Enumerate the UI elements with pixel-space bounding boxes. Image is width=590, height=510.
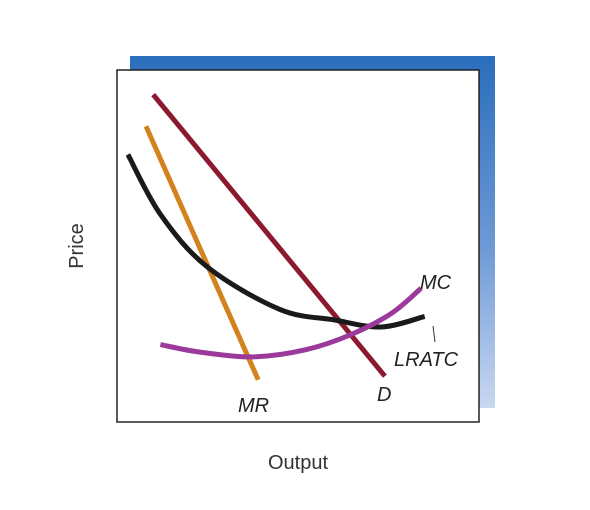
curve-label-lratc: LRATC (394, 349, 459, 371)
series-line-lratc (125, 153, 426, 330)
series-line-mc (159, 286, 423, 360)
x-axis-label: Output (268, 452, 328, 474)
curve-label-mc: MC (420, 272, 452, 294)
lratc-leader-line (432, 325, 436, 343)
curve-label-mr: MR (238, 395, 269, 417)
series-line-d (151, 93, 387, 378)
plot-frame (116, 69, 480, 423)
curve-label-d: D (377, 384, 391, 406)
y-axis-label: Price (66, 223, 88, 269)
curves-layer (125, 93, 426, 381)
series-line-mr (143, 125, 261, 381)
